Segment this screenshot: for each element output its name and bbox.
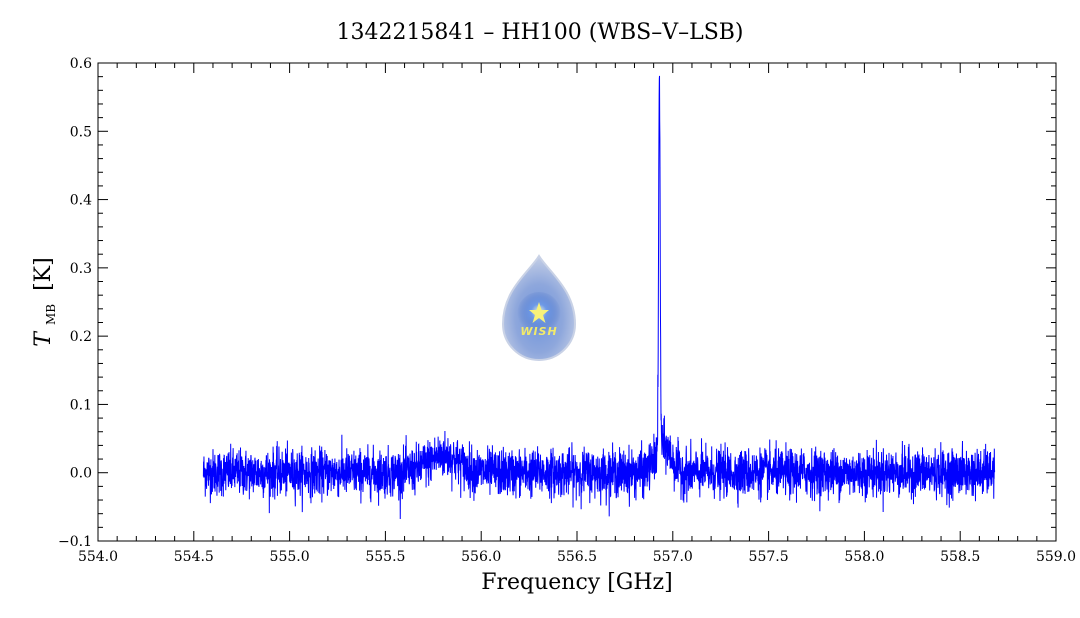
chart-title: 1342215841 – HH100 (WBS–V–LSB) [336, 20, 743, 45]
y-tick-label: −0.1 [58, 534, 92, 550]
y-tick-labels: −0.1 0.0 0.1 0.2 0.3 0.4 0.5 0.6 [58, 56, 92, 550]
y-tick-label: 0.2 [70, 329, 92, 345]
x-axis-title: Frequency [GHz] [481, 570, 673, 595]
y-axis-title: T MB [K] [31, 257, 61, 346]
x-tick-label: 557.5 [749, 549, 789, 565]
x-tick-label: 558.0 [844, 549, 884, 565]
x-tick-labels: 554.0 554.5 555.0 555.5 556.0 556.5 557.0 557.5… [78, 549, 1076, 565]
y-axis-subscript: MB [44, 304, 58, 325]
x-tick-label: 555.0 [270, 549, 310, 565]
y-tick-label: 0.5 [70, 124, 92, 140]
spectrum-series-line [202, 75, 996, 520]
y-axis-symbol: T [31, 330, 56, 347]
wish-logo: WISH [501, 254, 577, 361]
y-tick-label: 0.6 [70, 56, 92, 72]
svg-text:T MB [K]: T MB [K] [31, 257, 61, 346]
y-axis-unit: [K] [31, 257, 56, 291]
x-tick-label: 554.0 [78, 549, 118, 565]
x-tick-label: 559.0 [1036, 549, 1076, 565]
star-icon [529, 302, 549, 323]
x-tick-label: 557.0 [653, 549, 693, 565]
axis-ticks [97, 62, 1057, 542]
x-tick-label: 556.5 [557, 549, 597, 565]
x-tick-label: 555.5 [365, 549, 405, 565]
y-tick-label: 0.4 [70, 193, 92, 209]
x-tick-label: 556.0 [461, 549, 501, 565]
y-tick-label: 0.0 [70, 466, 92, 482]
logo-text: WISH [520, 325, 557, 338]
x-tick-label: 554.5 [174, 549, 214, 565]
y-tick-label: 0.1 [70, 397, 92, 413]
x-tick-label: 558.5 [940, 549, 980, 565]
y-tick-label: 0.3 [70, 261, 92, 277]
